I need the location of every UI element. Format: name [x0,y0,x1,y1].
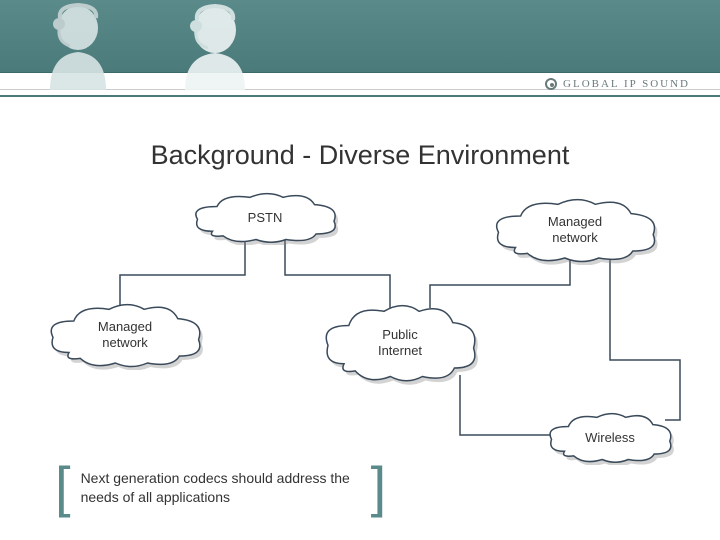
network-diagram: PSTNManagednetworkManagednetworkPublicIn… [0,180,720,480]
connector-mnet_r-wireless [610,260,680,420]
cloud-label: Managednetwork [45,300,205,370]
cloud-node-pubint: PublicInternet [320,300,480,385]
bracket-close-icon: ] [371,465,387,510]
brand-logo: GLOBAL IP SOUND [545,78,690,90]
callout: [ Next generation codecs should address … [55,465,386,510]
cloud-node-mnet_l: Managednetwork [45,300,205,370]
headset-silhouette-icon [160,0,270,90]
logo-bullet-icon [545,78,557,90]
bracket-open-icon: [ [55,465,71,510]
page-title: Background - Diverse Environment [0,140,720,171]
header-underline [0,95,720,97]
headset-silhouette-icon [20,0,130,90]
callout-text: Next generation codecs should address th… [81,469,361,507]
connector-pstn-mnet_l [120,240,245,305]
cloud-label: Wireless [545,410,675,465]
header-band: GLOBAL IP SOUND [0,0,720,95]
cloud-label: PublicInternet [320,300,480,385]
cloud-label: Managednetwork [490,195,660,265]
cloud-node-pstn: PSTN [190,190,340,245]
logo-text: GLOBAL IP SOUND [563,78,690,90]
cloud-label: PSTN [190,190,340,245]
cloud-node-mnet_r: Managednetwork [490,195,660,265]
cloud-node-wireless: Wireless [545,410,675,465]
connector-pstn-pubint [285,240,390,308]
